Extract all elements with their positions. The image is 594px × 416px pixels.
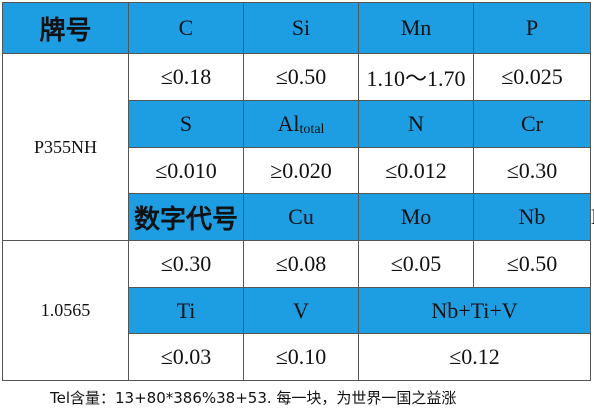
cell: 1.10～1.70 [358, 53, 474, 101]
row: S Altotal N Cr [3, 100, 591, 148]
cell: V [243, 287, 359, 334]
cell: ≤0.03 [128, 333, 244, 381]
cell: ≤0.10 [243, 333, 359, 381]
cell: P [473, 2, 591, 54]
cell: N [358, 100, 474, 148]
composition-table: 牌号 C Si Mn P P355NH ≤0.18 ≤0.50 1.10～1.7… [2, 2, 594, 381]
cell: 1.0565 [2, 240, 129, 381]
cell: ≤0.12 [358, 333, 591, 381]
row: 牌号 C Si Mn P [2, 2, 591, 54]
row: 1.0565 ≤0.30 ≤0.08 ≤0.05 ≤0.50 [2, 240, 591, 381]
cell: P355NH [2, 53, 129, 241]
symbol: Al [277, 110, 300, 136]
cell: 数字代号 [128, 193, 244, 241]
cell: Cr [473, 100, 591, 148]
cell: ≤0.50 [473, 240, 591, 288]
row: 数字代号 Cu Mo Nb Ni [3, 193, 594, 241]
cell: Nb [473, 193, 591, 241]
cell: ≥0.020 [243, 147, 359, 194]
row: ≤0.03 ≤0.10 ≤0.12 [3, 333, 591, 381]
subscript: total [299, 121, 325, 137]
cell: ≤0.18 [128, 53, 244, 101]
cell: 牌号 [2, 2, 129, 54]
cell: ≤0.50 [243, 53, 359, 101]
cell: Si [243, 2, 359, 54]
cell: ≤0.012 [358, 147, 474, 194]
cell: Ti [128, 287, 244, 334]
cell: S [128, 100, 244, 148]
cell: ≤0.30 [128, 240, 244, 288]
cell: Mn [358, 2, 474, 54]
cell: ≤0.30 [473, 147, 591, 194]
row: Ti V Nb+Ti+V [3, 287, 591, 334]
cell: Mo [358, 193, 474, 241]
cell: ≤0.05 [358, 240, 474, 288]
footer-note: Tel含量：13+80*386%38+53. 每一块，为世界一国之益涨 [50, 389, 457, 407]
cell: ≤0.010 [128, 147, 244, 194]
row: P355NH ≤0.18 ≤0.50 1.10～1.70 ≤0.025 [2, 53, 591, 241]
cell: ≤0.025 [473, 53, 591, 101]
cell: Altotal [243, 100, 359, 148]
cell: ≤0.08 [243, 240, 359, 288]
cell: Nb+Ti+V [358, 287, 591, 334]
cell: Cu [243, 193, 359, 241]
cell: C [128, 2, 244, 54]
row: ≤0.010 ≥0.020 ≤0.012 ≤0.30 [3, 147, 591, 194]
